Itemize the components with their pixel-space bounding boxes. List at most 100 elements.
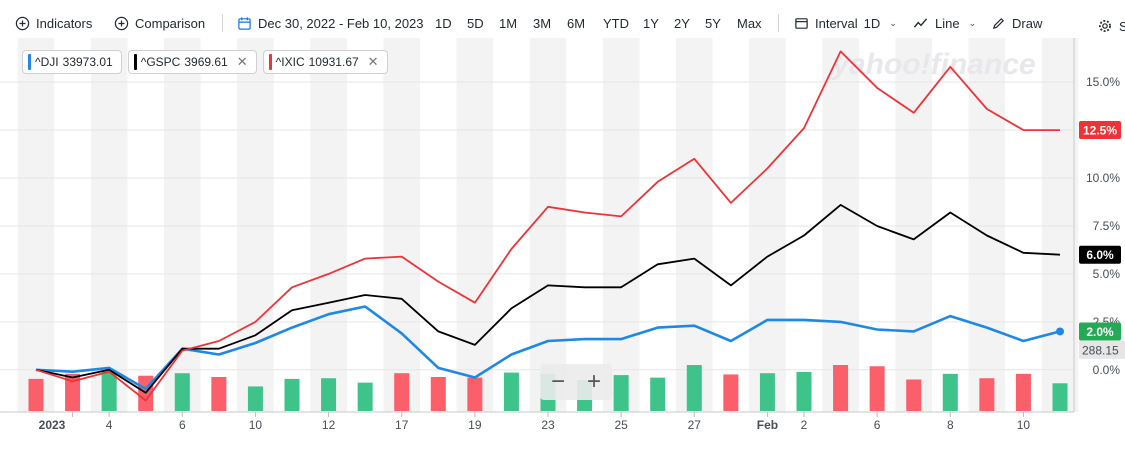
volume-bar [247,386,263,411]
range-5y[interactable]: 5Y [705,15,721,31]
volume-bar [1052,383,1068,411]
volume-bar [796,371,812,411]
x-tick-label: 27 [688,418,702,432]
column-band [383,38,420,412]
range-1y[interactable]: 1Y [643,15,659,31]
column-band [676,38,713,412]
close-icon[interactable]: ✕ [236,54,248,69]
column-band [310,38,347,412]
horizontal-gridlines [0,81,1074,371]
chart-type-dropdown[interactable]: Line ⌄ [913,15,976,31]
calendar-icon [236,15,252,31]
draw-label: Draw [1012,15,1043,31]
volume-bar [942,373,958,411]
line-chart-icon [913,15,929,31]
range-max[interactable]: Max [737,15,762,31]
column-band [17,38,55,412]
x-tick-label: 23 [541,418,555,432]
range-6m[interactable]: 6M [567,15,586,31]
volume-bar [211,376,227,411]
range-ytd[interactable]: YTD [603,15,629,31]
gear-icon [1097,18,1113,34]
column-band [529,38,567,412]
pencil-icon [990,15,1006,31]
series-color-swatch [28,54,31,70]
indicators-label: Indicators [36,15,93,31]
x-tick-label: 10 [1017,418,1031,432]
zoom-in-button[interactable]: + [586,368,601,395]
candlestick-icon [793,15,809,31]
x-tick-label: 12 [322,418,336,432]
x-tick-label: 2023 [39,418,66,432]
series-color-swatch [133,54,137,70]
settings-button[interactable]: Se [1097,18,1125,34]
series-line-dji [35,305,1061,391]
interval-label: Interval [815,15,858,31]
chevron-down-icon: ⌄ [889,17,897,28]
volume-bar [869,366,885,411]
x-tick-label: 19 [468,418,482,432]
volume-label-text: 288.15 [1082,343,1119,357]
legend-symbol: ^GSPC [140,55,181,69]
legend-chip-gspc[interactable]: ^GSPC 3969.61 ✕ [127,50,257,74]
range-5d[interactable]: 5D [467,15,484,31]
draw-button[interactable]: Draw [990,15,1042,31]
volume-bar [430,376,446,411]
volume-bar [833,365,849,411]
end-label-box [1079,245,1121,264]
series-lines [35,50,1064,402]
end-label-box [1079,121,1121,140]
legend-chip-dji[interactable]: ^DJI 33973.01 [22,50,122,74]
volume-bar [1015,373,1031,411]
range-3m[interactable]: 3M [533,15,552,31]
plus-circle-icon [14,15,30,31]
volume-bar [650,377,666,411]
zoom-control: − + [540,364,612,400]
volume-bar [65,373,81,411]
volume-bars [28,365,1068,411]
comparison-chart[interactable]: yahoo!finance 0.0%2.5%5.0%7.5%10.0%12.5%… [0,38,1125,444]
toolbar-divider [222,14,223,32]
legend-value: 10931.67 [308,55,359,69]
legend-symbol: ^IXIC [275,55,305,69]
volume-bar [906,379,922,411]
range-1d[interactable]: 1D [435,15,452,31]
column-band [237,38,274,412]
series-line-gspc [35,203,1061,394]
dji-last-point [1056,327,1064,336]
y-tick-label: 15.0% [1086,75,1120,89]
indicators-button[interactable]: Indicators [14,15,92,31]
chart-toolbar: Indicators Comparison Dec 30, 2022 - Feb… [0,0,1125,46]
interval-dropdown[interactable]: Interval 1D ⌄ [793,15,897,31]
x-tick-label: 2 [801,418,808,432]
date-range-label: Dec 30, 2022 - Feb 10, 2023 [258,15,424,31]
volume-bar [28,378,44,411]
legend-chip-ixic[interactable]: ^IXIC 10931.67 ✕ [262,50,388,74]
column-band [602,38,640,412]
chart-area[interactable]: yahoo!finance 0.0%2.5%5.0%7.5%10.0%12.5%… [0,38,1125,444]
volume-bar [284,378,300,411]
close-icon[interactable]: ✕ [367,54,379,69]
legend-value: 3969.61 [184,55,228,69]
column-band [749,38,786,412]
zoom-out-button[interactable]: − [550,368,565,395]
x-tick-label: 4 [106,418,113,432]
volume-bar [613,375,629,411]
volume-bar [321,378,337,411]
column-band [164,38,201,412]
series-color-swatch [268,54,272,70]
volume-bar [979,378,995,411]
x-tick-label: 8 [947,418,954,432]
x-tick-label: 17 [395,418,409,432]
volume-bar [759,373,775,411]
x-tick-label: Feb [757,418,778,432]
range-2y[interactable]: 2Y [674,15,690,31]
volume-bar [467,377,483,411]
date-range-button[interactable]: Dec 30, 2022 - Feb 10, 2023 [236,15,424,31]
interval-value: 1D [863,15,881,31]
volume-bar [723,374,739,411]
range-1m[interactable]: 1M [499,15,518,31]
comparison-button[interactable]: Comparison [113,15,205,31]
volume-bar [101,370,117,411]
column-band [456,38,494,412]
